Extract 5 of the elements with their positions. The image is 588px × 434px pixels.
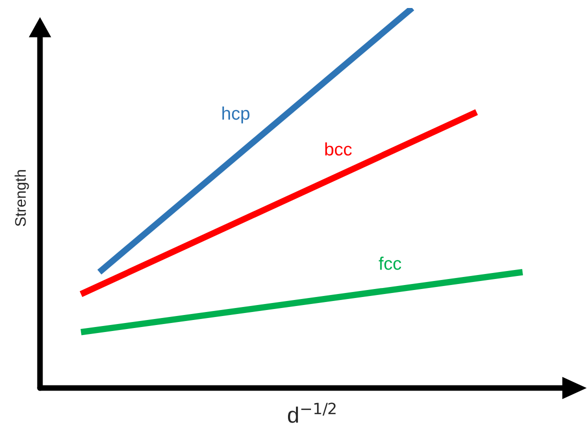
y-axis-title: Strength xyxy=(14,170,29,226)
x-axis-title: d$^{−1/2}$ xyxy=(288,402,336,423)
series-label: hcp xyxy=(222,106,250,124)
series-label: fcc xyxy=(378,256,402,270)
series-label: bcc xyxy=(325,142,352,156)
